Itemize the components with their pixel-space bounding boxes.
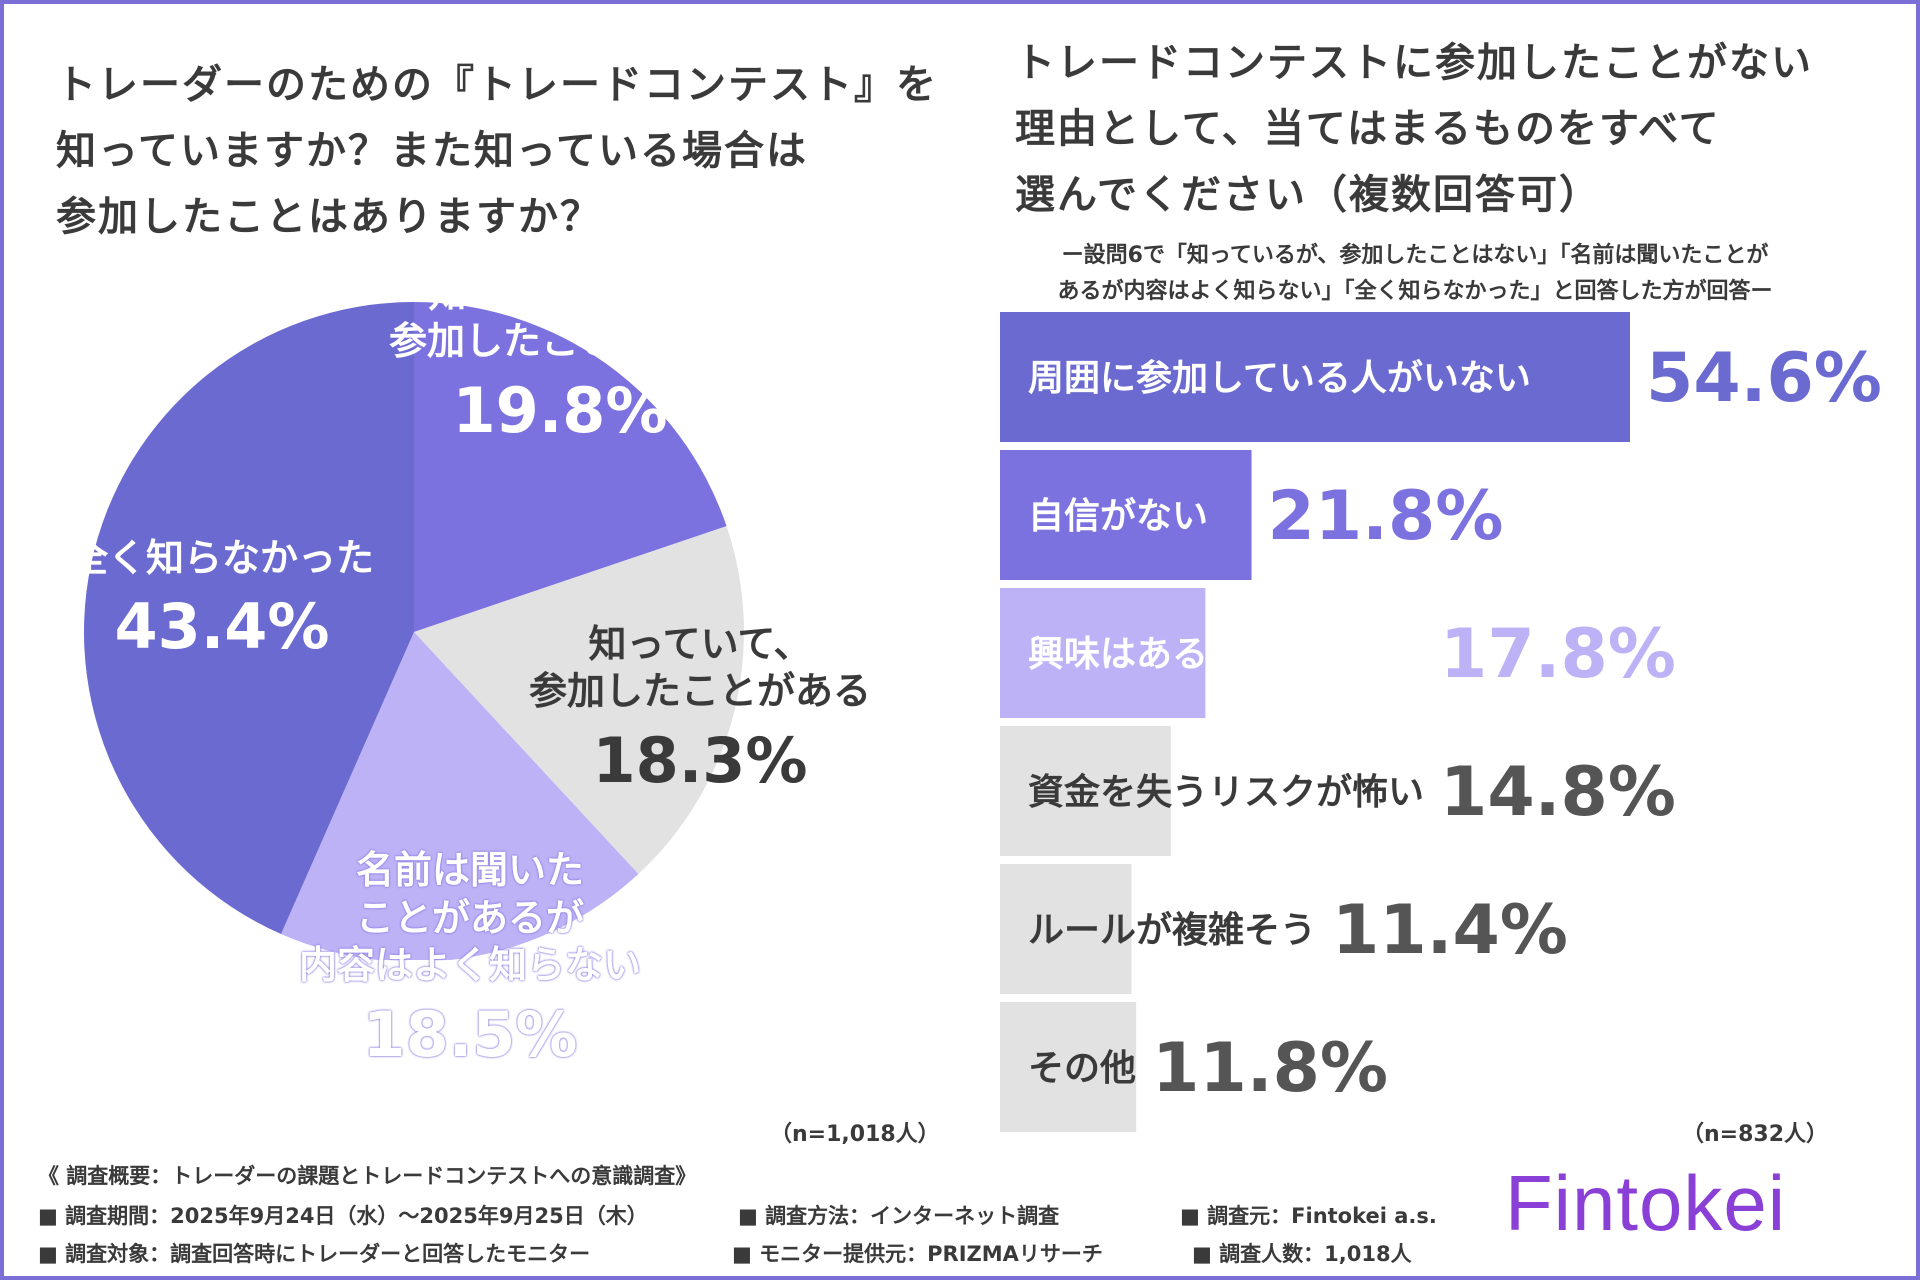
left-chart-title: トレーダーのための『トレードコンテスト』を 知っていますか？また知っている場合は… [56, 62, 938, 240]
pie-slice-name: 知っていて、 参加したことがある [529, 621, 872, 714]
pie-slice [414, 526, 744, 874]
survey-period: ■ 調査期間：2025年9月24日（水）〜2025年9月25日（木） [38, 1204, 648, 1228]
pie-slice [414, 302, 727, 632]
pie-slice-label: 知っていて、 参加したことがある 18.3% [529, 621, 871, 800]
bar-chart: 周囲に参加している人がいない 54.6% 自信がない 21.8% 興味はあるが機会がない… [1000, 312, 1882, 1132]
bar [1000, 312, 1630, 442]
bar [1000, 726, 1171, 856]
bar-value-label: 14.8% [1440, 753, 1676, 832]
right-chart-subtitle: ー設問6で「知っているが、参加したことはない」「名前は聞いたことが あるが内容は… [1057, 243, 1773, 304]
bar [1000, 450, 1252, 580]
bar [1000, 588, 1206, 718]
bar-category-label: 周囲に参加している人がいない [1028, 358, 1531, 399]
survey-count: ■ 調査人数：1,018人 [1192, 1242, 1412, 1266]
bar-category-label: 資金を失うリスクが怖い [1028, 771, 1424, 813]
pie-chart [83, 301, 744, 960]
pie-slice-name: 全く知らなかった [70, 535, 375, 580]
pie-slice [83, 301, 415, 935]
pie-slice-name: 知っているが、 参加したことはない [389, 271, 732, 364]
pie-slice-label: 知っているが、 参加したことはない 19.8% [389, 271, 731, 450]
bar-value-label: 17.8% [1440, 615, 1676, 694]
bar-category-label: 自信がない [1028, 496, 1208, 537]
bar-value-label: 21.8% [1268, 477, 1504, 556]
bar-category-label: ルールが複雑そう [1028, 910, 1316, 951]
survey-provider: ■ モニター提供元：PRIZMAリサーチ [732, 1242, 1103, 1266]
pie-slice-name: 名前は聞いた ことがあるが 内容はよく知らない [299, 848, 642, 987]
bar-value-label: 54.6% [1646, 339, 1882, 418]
pie-slice-label: 名前は聞いた ことがあるが 内容はよく知らない 18.5% [299, 847, 641, 1073]
pie-slice-label: 全く知らなかった 43.4% [70, 535, 374, 666]
pie-slice-percent: 18.5% [362, 997, 578, 1071]
right-sample-size: （n=832人） [1682, 1122, 1829, 1147]
pie-slice-percent: 43.4% [114, 590, 330, 663]
pie-slice-percent: 19.8% [452, 373, 668, 447]
bar-value-label: 11.4% [1332, 891, 1568, 970]
bar-value-label: 11.8% [1152, 1029, 1388, 1108]
pie-slice [281, 632, 639, 960]
bar-category-label: 興味はあるが機会がない [1028, 634, 1424, 675]
survey-heading: 《 調査概要：トレーダーの課題とトレードコンテストへの意識調査》 [38, 1164, 697, 1188]
fintokei-logo: Fintokei [1505, 1159, 1787, 1247]
bar [1000, 1002, 1137, 1132]
right-chart-title: トレードコンテストに参加したことがない 理由として、当てはまるものをすべて 選ん… [1015, 40, 1813, 218]
survey-method: ■ 調査方法：インターネット調査 [738, 1204, 1060, 1228]
survey-target: ■ 調査対象：調査回答時にトレーダーと回答したモニター [38, 1242, 591, 1266]
bar-category-label: その他 [1028, 1048, 1136, 1089]
bar [1000, 864, 1132, 994]
survey-source: ■ 調査元：Fintokei a.s. [1180, 1204, 1437, 1228]
pie-slice-percent: 18.3% [592, 723, 808, 797]
left-sample-size: （n=1,018人） [770, 1122, 940, 1147]
